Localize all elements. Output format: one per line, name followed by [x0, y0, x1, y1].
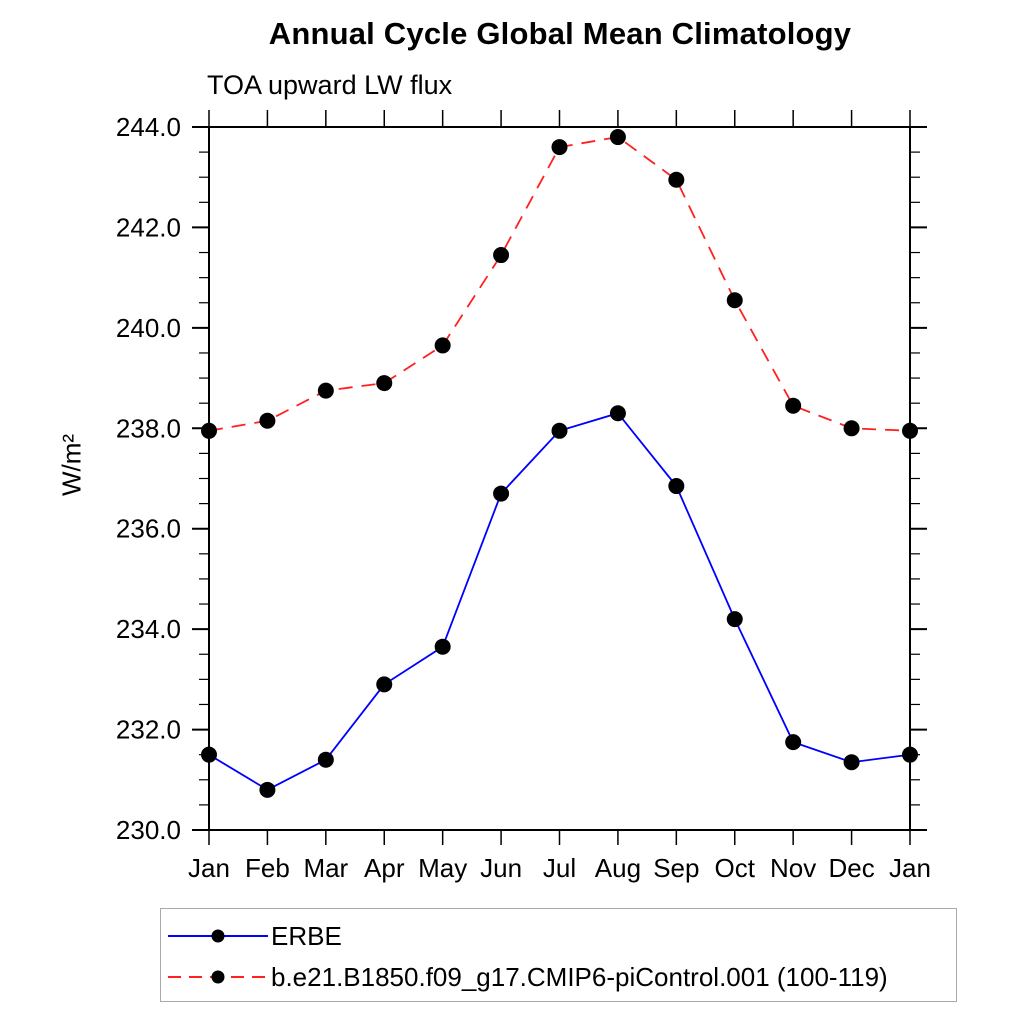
- data-point-marker: [493, 485, 510, 502]
- erbe-line-swatch: [168, 929, 268, 943]
- series-line-1: [208, 136, 911, 432]
- data-point-marker: [726, 292, 743, 309]
- chart-subtitle: TOA upward LW flux: [207, 70, 453, 100]
- data-point-marker: [259, 781, 276, 798]
- data-point-marker: [668, 478, 685, 495]
- y-tick-label: 234.0: [116, 614, 181, 644]
- data-point-marker: [493, 247, 510, 264]
- y-tick-label: 240.0: [116, 313, 181, 343]
- data-point-marker: [201, 746, 217, 763]
- data-point-marker: [434, 337, 451, 354]
- data-point-marker: [785, 397, 802, 414]
- plot-area: 230.0 232.0 234.0 236.0 238.0 240.0 242.0 244.0…: [116, 110, 931, 883]
- data-point-marker: [668, 171, 685, 188]
- chart-title: Annual Cycle Global Mean Climatology: [268, 16, 852, 51]
- data-point-marker: [843, 754, 860, 771]
- data-point-marker: [317, 751, 334, 768]
- data-point-marker: [902, 746, 918, 763]
- y-tick-label: 232.0: [116, 715, 181, 745]
- x-tick-label: Sep: [653, 853, 699, 883]
- legend-marker-dot: [211, 929, 225, 943]
- data-point-marker: [843, 420, 860, 437]
- data-point-marker: [609, 129, 626, 146]
- x-tick-label: Aug: [595, 853, 641, 883]
- data-point-marker: [726, 611, 743, 628]
- data-point-marker: [785, 734, 802, 751]
- data-point-marker: [376, 375, 393, 392]
- data-point-marker: [551, 139, 568, 156]
- legend-item-model: b.e21.B1850.f09_g17.CMIP6-piControl.001 …: [167, 962, 888, 992]
- data-point-marker: [609, 405, 626, 422]
- x-tick-label: Jan: [889, 853, 931, 883]
- data-point-marker: [434, 638, 451, 655]
- data-point-marker: [201, 422, 217, 439]
- data-point-marker: [259, 412, 276, 429]
- data-point-marker: [376, 676, 393, 693]
- x-tick-label: Oct: [715, 853, 756, 883]
- x-tick-label: Jun: [480, 853, 522, 883]
- y-tick-label: 244.0: [116, 112, 181, 142]
- x-tick-label: Mar: [303, 853, 348, 883]
- legend-item-erbe: ERBE: [167, 921, 342, 951]
- data-point-marker: [551, 422, 568, 439]
- data-point-marker: [317, 382, 334, 399]
- legend: ERBE b.e21.B1850.f09_g17.CMIP6-piControl…: [160, 908, 957, 1002]
- y-tick-label: 230.0: [116, 815, 181, 845]
- x-tick-label: Jan: [188, 853, 230, 883]
- x-tick-label: Jul: [543, 853, 576, 883]
- data-point-marker: [902, 422, 918, 439]
- y-tick-label: 242.0: [116, 212, 181, 242]
- legend-label-model: b.e21.B1850.f09_g17.CMIP6-piControl.001 …: [271, 961, 888, 992]
- legend-label-erbe: ERBE: [271, 920, 342, 951]
- plot-frame: [208, 126, 911, 831]
- x-tick-label: May: [418, 853, 467, 883]
- model-line-swatch: [168, 970, 268, 984]
- x-tick-label: Nov: [770, 853, 816, 883]
- y-tick-label: 238.0: [116, 413, 181, 443]
- x-tick-label: Feb: [245, 853, 290, 883]
- series-line-0: [208, 412, 911, 791]
- x-tick-label: Dec: [828, 853, 874, 883]
- x-tick-label: Apr: [364, 853, 405, 883]
- y-tick-label: 236.0: [116, 514, 181, 544]
- legend-marker-dot: [211, 970, 225, 984]
